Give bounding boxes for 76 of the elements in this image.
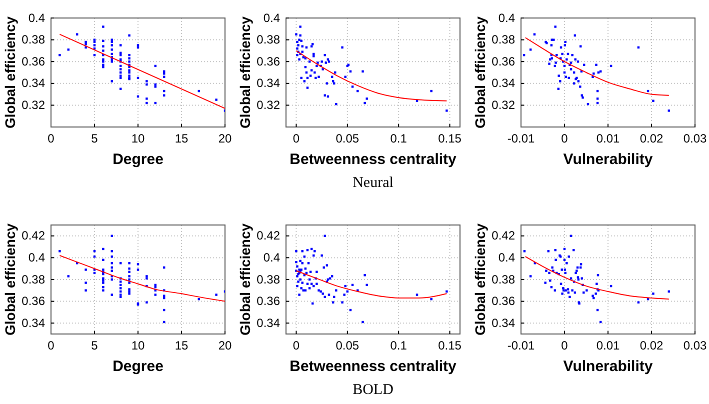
x-tick-label: 0.01 (596, 132, 620, 146)
y-axis-title: Global efficiency (472, 16, 488, 129)
x-tick-label: 5 (91, 338, 98, 353)
x-tick-label: 15 (174, 338, 188, 353)
y-tick-label: 0.38 (492, 32, 516, 47)
y-tick-label: 0.38 (22, 32, 46, 47)
x-tick-label: 0 (292, 132, 300, 146)
x-tick-label: 0 (48, 132, 55, 146)
y-tick-label: 0.34 (256, 316, 280, 330)
x-tick-label: 0.1 (390, 338, 408, 353)
x-tick-label: 0 (561, 132, 568, 146)
y-tick-label: 0.38 (492, 272, 516, 286)
x-tick-label: 0.03 (683, 338, 707, 353)
y-tick-label: 0.4 (263, 10, 280, 25)
line-series (524, 256, 670, 300)
y-tick-label: 0.34 (256, 76, 280, 90)
y-tick-label: 0.4 (498, 10, 516, 25)
y-tick-label: 0.32 (256, 98, 280, 112)
x-tick-label: 0.05 (336, 132, 360, 146)
x-tick-label: 0.03 (683, 132, 707, 146)
y-axis-title: Global efficiency (2, 16, 18, 129)
y-tick-label: 0.32 (492, 98, 516, 112)
y-tick-label: 0.4 (498, 250, 516, 265)
y-axis-title: Global efficiency (2, 223, 18, 336)
x-axis-title: Betweenness centrality (290, 151, 458, 168)
x-tick-label: -0.01 (507, 338, 535, 353)
y-tick-label: 0.34 (22, 76, 46, 90)
x-tick-label: 0.1 (390, 132, 408, 146)
x-tick-label: 10 (131, 338, 145, 353)
y-tick-label: 0.36 (492, 54, 516, 68)
x-axis-title: Vulnerability (563, 151, 654, 168)
x-axis-title: Degree (112, 151, 164, 168)
line-series (59, 255, 225, 302)
x-tick-label: 10 (131, 132, 145, 146)
x-tick-label: 0.05 (336, 338, 360, 353)
x-tick-label: 0 (561, 338, 568, 353)
x-axis-title: Betweenness centrality (290, 358, 458, 375)
y-tick-label: 0.34 (22, 316, 46, 330)
y-tick-label: 0.42 (22, 228, 46, 243)
x-tick-label: 0.02 (640, 132, 664, 146)
y-tick-label: 0.36 (22, 54, 46, 68)
y-tick-label: 0.36 (22, 294, 46, 308)
x-tick-label: 0 (48, 338, 55, 353)
y-tick-label: 0.36 (256, 294, 280, 308)
x-tick-label: 0.02 (640, 338, 664, 353)
x-tick-label: 15 (174, 132, 188, 146)
y-axis-title: Global efficiency (237, 223, 253, 336)
x-tick-label: 20 (218, 132, 232, 146)
x-tick-label: 5 (91, 132, 98, 146)
y-tick-label: 0.38 (256, 32, 280, 47)
y-tick-label: 0.32 (22, 98, 46, 112)
y-tick-label: 0.4 (28, 250, 46, 265)
y-tick-label: 0.34 (492, 76, 516, 90)
y-tick-label: 0.4 (28, 10, 46, 25)
x-tick-label: 0.15 (438, 132, 462, 146)
x-tick-label: 0.01 (596, 338, 620, 353)
x-axis-title: Degree (112, 358, 164, 375)
line-series (524, 37, 670, 96)
y-tick-label: 0.42 (492, 228, 516, 243)
y-axis-title: Global efficiency (472, 223, 488, 336)
line-series (296, 270, 448, 299)
x-axis-title: Vulnerability (563, 358, 654, 375)
y-tick-label: 0.34 (492, 316, 516, 330)
x-tick-label: 0 (292, 338, 300, 353)
text: BOLD (352, 382, 394, 398)
x-tick-label: -0.01 (507, 132, 535, 146)
y-tick-label: 0.36 (492, 294, 516, 308)
y-tick-label: 0.38 (256, 272, 280, 286)
x-tick-label: 0.15 (438, 338, 462, 353)
y-tick-label: 0.42 (256, 228, 280, 243)
x-tick-label: 20 (218, 338, 232, 353)
y-tick-label: 0.38 (22, 272, 46, 286)
y-axis-title: Global efficiency (237, 16, 253, 129)
y-tick-label: 0.36 (256, 54, 280, 68)
y-tick-label: 0.4 (263, 250, 280, 265)
text: Neural (352, 175, 394, 191)
